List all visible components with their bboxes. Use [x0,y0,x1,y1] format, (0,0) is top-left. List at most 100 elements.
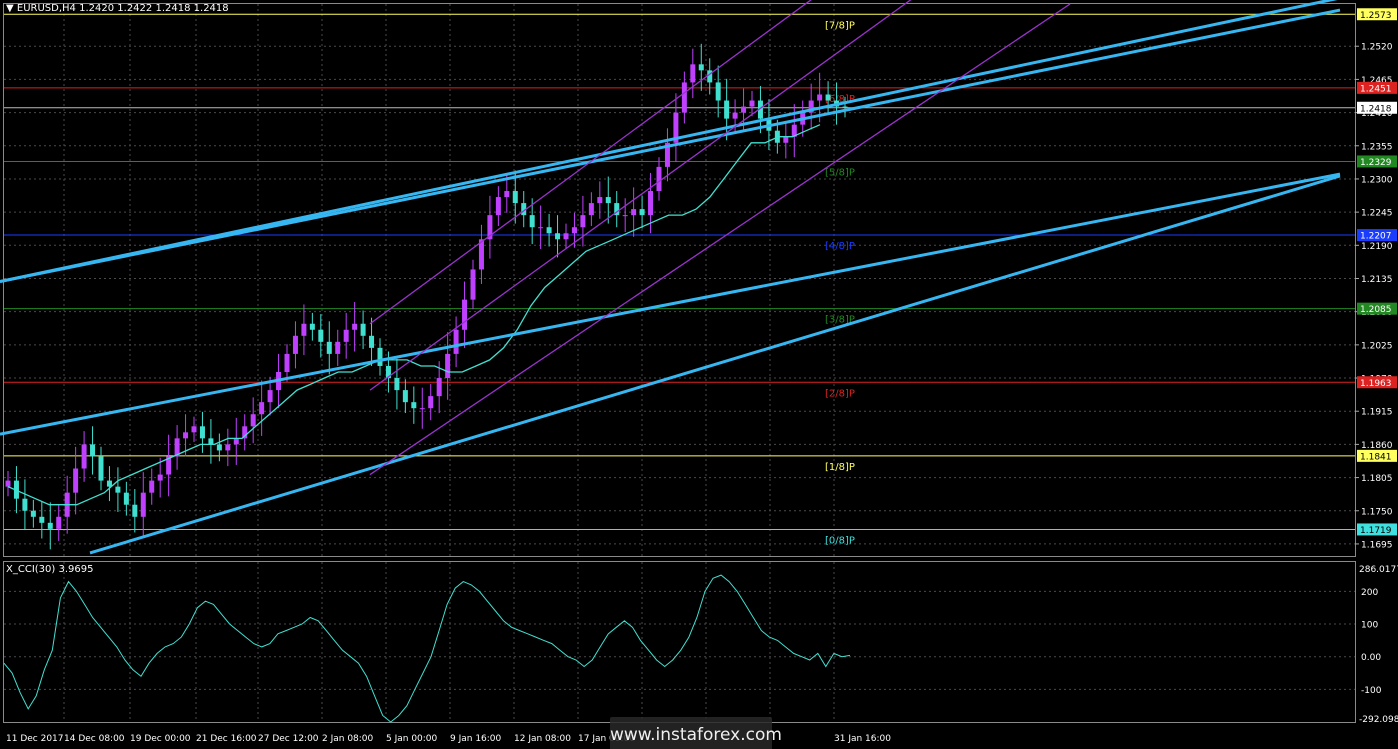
candlesticks [5,43,848,550]
candle-body [622,215,628,217]
murrey-level-label: [0/8]P [825,535,855,546]
candle-body [428,396,434,409]
price-label-box [1357,523,1397,536]
candle-body [571,227,577,234]
price-label-text: 1.2418 [1360,104,1392,114]
candle-body [81,444,87,469]
time-tick-label: 12 Jan 08:00 [514,734,571,744]
candle-body [462,299,468,330]
price-tick-label: 1.2520 [1361,43,1393,53]
cci-tick-label: 200 [1361,588,1378,598]
high-value: 1.2422 [117,3,153,14]
price-label-text: 1.2451 [1360,84,1392,94]
candle-body [648,191,654,216]
candle-body [588,203,594,216]
time-tick-label: 5 Jan 00:00 [386,734,438,744]
candle-body [546,227,552,234]
candle-body [419,408,425,410]
price-tick-label: 1.2135 [1361,275,1393,285]
price-label-box [1357,155,1397,168]
candle-body [199,426,205,439]
price-label-box [1357,449,1397,462]
cci-header: X_CCI(30) 3.9695 [6,564,93,575]
price-label-box [1357,101,1397,114]
candle-body [149,480,155,493]
candle-body [233,438,239,445]
candle-body [521,203,527,216]
cci-grid [4,562,1355,722]
blue-channel-line [0,172,1341,436]
cci-value: 3.9695 [58,564,94,575]
candle-body [817,94,823,101]
candle-body [724,100,730,119]
candle-body [808,100,814,113]
price-tick-label: 1.2190 [1361,242,1393,252]
time-tick-label: 9 Jan 16:00 [450,734,502,744]
candle-body [791,124,797,137]
symbol-header: ▼ EURUSD,H4 1.2420 1.2422 1.2418 1.2418 [6,3,229,14]
candle-body [698,64,704,71]
candle-body [563,233,569,240]
candle-body [216,444,222,451]
cci-axis: 200 100 0.00 -100 286.0177 -292.098 [1359,565,1398,725]
candle-body [47,522,53,529]
candle-body [123,492,129,505]
close-value: 1.2418 [193,3,229,14]
price-tick-label: 1.1860 [1361,441,1393,451]
symbol-label: EURUSD,H4 [16,3,76,14]
candle-body [250,414,256,427]
candle-body [504,191,510,198]
candle-body [225,444,231,451]
candle-body [343,329,349,342]
candle-body [174,438,180,457]
price-label-text: 1.2207 [1360,232,1392,242]
candle-body [453,329,459,354]
purple-channel-line [369,0,812,325]
moving-average [7,124,821,506]
candle-body [301,323,307,336]
candle-body [673,112,679,143]
main-panel-frame [3,3,1356,557]
price-tick-label: 1.2355 [1361,142,1393,152]
candle-body [73,468,79,493]
purple-channel-line [369,0,912,391]
murrey-level-label: [3/8]P [825,315,855,326]
price-label-text: 1.2085 [1360,305,1392,315]
candle-body [478,239,484,270]
candle-body [783,136,789,143]
main-grid [4,4,1355,556]
time-tick-label: 11 Dec 2017 [6,734,64,744]
candle-body [639,209,645,216]
time-tick-label: 31 Jan 16:00 [834,734,891,744]
candle-body [605,197,611,204]
price-label-text: 1.2573 [1360,11,1392,21]
candle-body [394,378,400,391]
candle-body [335,341,341,354]
candle-body [292,335,298,354]
candle-body [208,438,214,445]
price-label-text: 1.1719 [1360,526,1392,536]
candle-body [191,426,197,433]
time-tick-label: 14 Dec 08:00 [64,734,125,744]
candle-body [631,209,637,216]
candle-body [377,347,383,366]
candle-body [39,516,45,523]
candle-body [715,82,721,101]
price-tick-label: 1.2245 [1361,209,1393,219]
price-label-box [1357,229,1397,242]
candle-body [259,402,265,415]
candle-body [470,269,476,300]
candle-body [309,323,315,330]
cci-line [3,574,851,723]
murrey-level-label: [6/8]P [825,94,855,105]
candle-body [411,402,417,409]
candle-body [30,510,36,517]
candle-body [664,142,670,167]
candle-body [106,480,112,487]
dropdown-triangle-icon[interactable]: ▼ [6,3,14,14]
price-label-box [1357,8,1397,21]
price-tick-label: 1.2300 [1361,175,1393,185]
candle-body [318,329,324,342]
